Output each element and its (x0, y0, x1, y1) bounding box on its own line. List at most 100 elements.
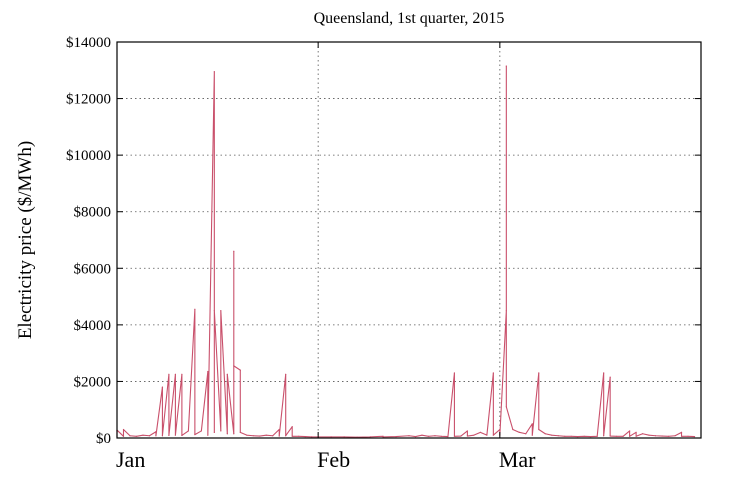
data-point (330, 436, 332, 438)
data-point (187, 430, 189, 432)
x-tick-label: Feb (317, 447, 350, 472)
data-point (434, 435, 436, 437)
data-point (590, 435, 592, 438)
data-point (142, 434, 144, 436)
data-point (285, 373, 287, 375)
data-point (135, 435, 138, 437)
data-point (168, 373, 170, 375)
data-point (557, 435, 559, 437)
y-tick-label: $10000 (66, 148, 111, 164)
y-tick-label: $14000 (66, 35, 111, 51)
y-tick-label: $6000 (74, 261, 112, 277)
data-point (674, 435, 676, 437)
data-point (291, 426, 293, 428)
data-point (596, 435, 598, 437)
data-point (622, 435, 624, 437)
y-tick-label: $8000 (74, 205, 112, 221)
data-point (486, 434, 488, 436)
data-point (213, 310, 215, 312)
data-point (369, 436, 371, 438)
data-point (278, 435, 280, 437)
data-point (577, 435, 579, 438)
data-point (161, 435, 164, 437)
chart-title: Queensland, 1st quarter, 2015 (314, 10, 505, 27)
data-point (616, 435, 618, 437)
data-point (265, 434, 267, 436)
data-point (291, 435, 293, 437)
data-point (343, 436, 345, 438)
data-point (505, 65, 507, 67)
data-point (479, 431, 481, 433)
data-point (304, 435, 306, 438)
data-point (603, 435, 605, 437)
data-point (226, 373, 228, 375)
data-point (298, 435, 300, 437)
data-point (272, 435, 274, 437)
data-point (421, 434, 423, 436)
data-point (233, 365, 235, 367)
data-point (408, 435, 410, 437)
data-point (233, 250, 235, 252)
data-point (460, 435, 462, 437)
data-point (427, 435, 430, 437)
data-point (629, 430, 631, 432)
data-point (603, 372, 605, 374)
data-point (213, 431, 215, 433)
data-point (181, 434, 183, 437)
y-ticks: $0 $2000 $4000 $6000 $8000 $10000 $12000 $14000 (66, 35, 701, 447)
y-tick-label: $0 (96, 431, 111, 447)
data-point (505, 406, 507, 408)
price-series-line (116, 65, 695, 438)
data-point (629, 435, 631, 437)
data-point (453, 435, 456, 437)
data-point (246, 434, 248, 436)
data-point (538, 372, 540, 374)
data-point (642, 433, 644, 435)
data-point (492, 372, 494, 374)
data-point (538, 428, 540, 431)
data-point (447, 435, 449, 438)
data-point (239, 431, 241, 433)
data-point (311, 436, 313, 438)
data-point (693, 435, 696, 438)
data-point (661, 435, 663, 437)
data-point (278, 428, 280, 431)
data-point (609, 376, 611, 378)
data-point (213, 71, 215, 73)
data-point (414, 435, 417, 438)
data-point (252, 435, 254, 437)
data-point (285, 435, 287, 437)
data-point (181, 373, 183, 375)
data-point (473, 434, 475, 436)
data-point (194, 308, 196, 310)
data-point (680, 435, 683, 437)
data-point (680, 431, 683, 433)
y-tick-label: $12000 (66, 92, 111, 108)
data-point (233, 433, 235, 435)
data-point (122, 428, 125, 431)
data-point (174, 373, 176, 375)
data-point (466, 435, 468, 437)
grid (117, 42, 701, 438)
data-point (129, 435, 131, 437)
data-point (635, 431, 637, 433)
data-point (635, 435, 637, 437)
data-point (207, 370, 209, 373)
data-point (505, 310, 507, 312)
data-point (239, 369, 241, 371)
data-point (148, 435, 151, 437)
data-point (492, 434, 494, 436)
data-point (544, 433, 546, 435)
data-point (551, 434, 553, 436)
data-point (220, 310, 222, 312)
y-axis-label: Electricity price ($/MWh) (15, 141, 36, 339)
data-point (440, 435, 443, 437)
data-point (168, 434, 170, 437)
x-tick-label: Mar (499, 447, 536, 472)
data-point (200, 430, 202, 432)
data-point (155, 431, 157, 433)
x-ticks: Jan Feb Mar (116, 42, 536, 472)
data-point (525, 433, 527, 435)
data-point (194, 434, 196, 436)
